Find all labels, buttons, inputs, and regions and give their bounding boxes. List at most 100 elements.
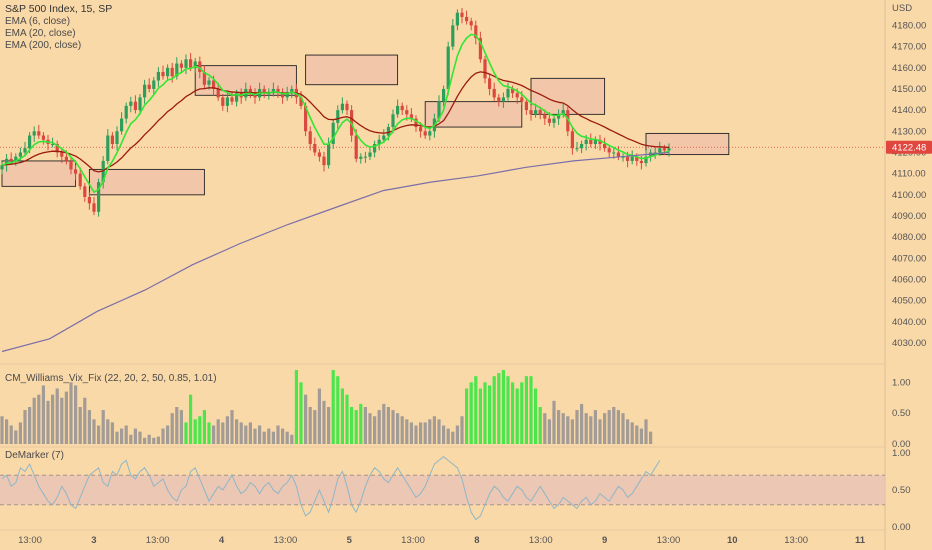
- vix-bar: [152, 437, 156, 444]
- vix-bar: [129, 434, 133, 444]
- demarker-axis-tick: 0.50: [892, 485, 911, 496]
- candle-down: [55, 144, 59, 153]
- vix-bar: [41, 385, 45, 444]
- candle-down: [179, 63, 183, 68]
- zone-box: [645, 132, 730, 156]
- vix-bar: [156, 436, 160, 444]
- candle-up: [23, 148, 27, 153]
- candle-down: [400, 105, 404, 111]
- time-axis-tick: 11: [855, 535, 866, 546]
- candle-down: [547, 118, 551, 123]
- price-axis-tick: 4090.00: [892, 211, 926, 222]
- symbol-title: S&P 500 Index, 15, SP: [5, 3, 113, 15]
- candle-up: [621, 156, 625, 158]
- vix-bar: [621, 413, 625, 444]
- vix-bar: [598, 419, 602, 444]
- vix-bar: [115, 431, 119, 444]
- vix-bar: [304, 394, 308, 444]
- vix-bar: [561, 413, 565, 444]
- candle-down: [589, 139, 593, 144]
- vix-axis-tick: 0.50: [892, 408, 911, 419]
- candle-down: [414, 118, 418, 128]
- vix-bar: [488, 385, 492, 444]
- candle-up: [428, 131, 432, 136]
- vix-bar: [635, 425, 639, 444]
- price-axis-tick: 4100.00: [892, 190, 926, 201]
- candle-up: [152, 80, 156, 89]
- candle-down: [345, 103, 349, 111]
- candle-down: [87, 196, 91, 204]
- vix-bar: [216, 419, 220, 444]
- candle-up: [124, 105, 128, 119]
- candle-down: [92, 203, 96, 212]
- vix-bar: [138, 431, 142, 444]
- candle-up: [5, 158, 9, 166]
- candle-down: [469, 21, 473, 26]
- vix-bar: [575, 410, 579, 444]
- vix-bar: [506, 376, 510, 444]
- vix-bar: [175, 407, 179, 444]
- vix-bar: [198, 416, 202, 444]
- candle-up: [373, 144, 377, 153]
- candle-down: [110, 135, 114, 144]
- candle-up: [451, 25, 455, 47]
- vix-bar: [534, 388, 538, 444]
- vix-bar: [110, 422, 114, 444]
- time-axis-tick: 13:00: [657, 535, 681, 546]
- candle-up: [106, 135, 110, 161]
- candle-down: [570, 131, 574, 149]
- candle-down: [492, 88, 496, 98]
- time-axis-tick: 8: [474, 535, 479, 546]
- vix-bar: [124, 425, 128, 444]
- candle-down: [304, 105, 308, 132]
- candle-up: [575, 148, 579, 150]
- vix-bar: [60, 397, 64, 444]
- candle-up: [501, 97, 505, 102]
- candle-up: [653, 152, 657, 154]
- candle-up: [437, 101, 441, 119]
- candle-down: [607, 148, 611, 153]
- vix-bar: [368, 413, 372, 444]
- price-axis-tick: 4130.00: [892, 126, 926, 137]
- vix-bar: [359, 403, 363, 444]
- candle-down: [626, 156, 630, 161]
- candle-down: [515, 93, 519, 98]
- candle-down: [69, 160, 73, 170]
- candle-down: [83, 186, 87, 197]
- candle-up: [129, 101, 133, 106]
- vix-bar: [547, 419, 551, 444]
- vix-bar: [92, 419, 96, 444]
- vix-bar: [626, 419, 630, 444]
- vix-bar: [543, 413, 547, 444]
- vix-bar: [409, 422, 413, 444]
- candle-up: [143, 84, 147, 98]
- vix-bar: [120, 428, 124, 444]
- candle-up: [285, 93, 289, 98]
- demarker-line: [1, 456, 661, 521]
- price-axis-tick: 4040.00: [892, 317, 926, 328]
- time-axis-tick: 13:00: [529, 535, 553, 546]
- candle-down: [64, 156, 68, 161]
- vix-bar: [276, 425, 280, 444]
- vix-bar: [630, 422, 634, 444]
- candle-up: [557, 114, 561, 119]
- vix-bar: [451, 431, 455, 444]
- candle-up: [193, 61, 197, 68]
- vix-bar: [612, 407, 616, 444]
- candle-down: [662, 148, 666, 151]
- candle-up: [368, 152, 372, 157]
- candle-up: [584, 139, 588, 144]
- vix-bar: [580, 403, 584, 444]
- vix-bar: [299, 382, 303, 444]
- candle-up: [184, 59, 188, 68]
- vix-bar: [469, 382, 473, 444]
- candle-up: [138, 97, 142, 111]
- vix-bar: [340, 388, 344, 444]
- vix-bar: [331, 370, 335, 444]
- vix-bar: [460, 416, 464, 444]
- vix-bar: [603, 413, 607, 444]
- vix-bar: [391, 410, 395, 444]
- vix-bar: [437, 419, 441, 444]
- vix-bar: [83, 397, 87, 444]
